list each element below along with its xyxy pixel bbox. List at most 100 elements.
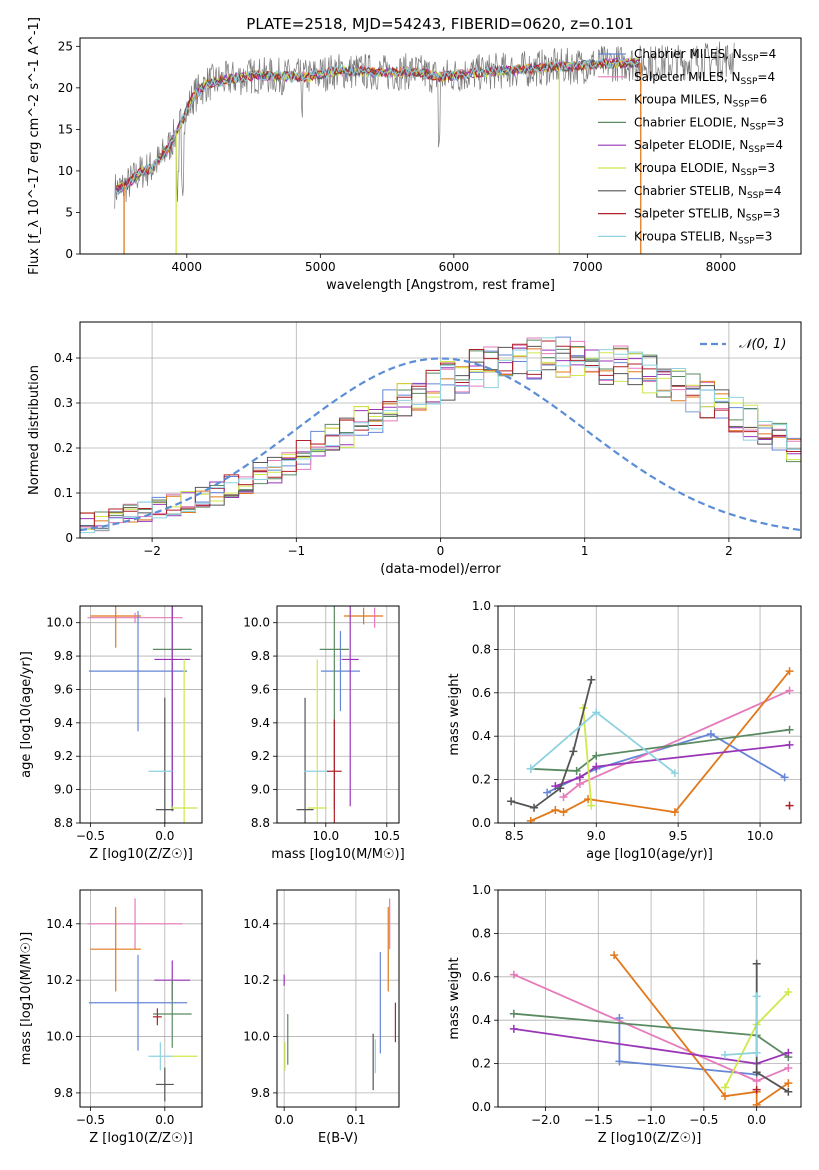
x-tick-label: 1	[581, 544, 589, 558]
plus-marker	[720, 1083, 729, 1092]
legend-subscript: SSP	[733, 100, 750, 110]
y-tick-label: 20	[58, 81, 73, 95]
legend-tail: =3	[766, 115, 784, 129]
plus-marker	[784, 1063, 793, 1072]
y-tick-label: 8.8	[54, 816, 73, 830]
y-tick-label: 9.8	[251, 1086, 270, 1100]
x-axis-label: mass [log10(M/M☉)]	[271, 847, 404, 862]
plot-area	[507, 667, 794, 823]
y-tick-label: 0	[65, 247, 73, 261]
x-tick-label: −0.5	[76, 1113, 105, 1127]
legend-subscript: SSP	[738, 236, 755, 246]
weight-line-kroupa-elodie	[582, 707, 593, 806]
x-tick-label: 0.0	[747, 1113, 766, 1127]
x-tick-label: 4000	[172, 260, 203, 274]
plot-area	[114, 41, 735, 254]
y-tick-label: 9.0	[54, 783, 73, 797]
y-tick-label: 9.2	[54, 749, 73, 763]
errorbar-point-chabrier-stelib	[155, 1067, 174, 1102]
y-tick-label: 9.4	[251, 716, 270, 730]
y-tick-label: 9.8	[54, 1086, 73, 1100]
plus-marker	[720, 1050, 729, 1059]
plus-marker	[752, 1048, 761, 1057]
y-axis-label: Normed distribution	[27, 365, 42, 495]
errorbar-point-kroupa-elodie	[170, 659, 198, 823]
legend-entry: Kroupa STELIB, NSSP=3	[634, 229, 772, 246]
plus-marker	[706, 730, 715, 739]
errorbar-point-kroupa-miles	[90, 606, 141, 648]
x-tick-label: 6000	[439, 260, 470, 274]
y-tick-label: 9.8	[251, 649, 270, 663]
plus-marker	[784, 1087, 793, 1096]
y-tick-label: 0	[65, 531, 73, 545]
legend-label: Kroupa MILES, N	[634, 93, 733, 107]
panel-spectrum: 4000 5000 6000 7000 8000 0 5 10 15 20 25 wavelength…	[27, 17, 802, 293]
errorbar-point-kroupa-elodie	[307, 659, 328, 823]
plus-marker	[784, 1048, 793, 1057]
y-tick-label: 10.0	[243, 616, 270, 630]
errorbar-point-chabrier-stelib	[296, 697, 314, 823]
errorbar-point-chabrier-stelib	[155, 697, 174, 823]
x-axis-label: Z [log10(Z/Z☉)]	[598, 1131, 702, 1146]
y-axis-label: mass weight	[447, 957, 462, 1039]
errorbar-point-chabrier-miles	[88, 954, 188, 1051]
plus-marker	[615, 1057, 624, 1066]
y-tick-label: 1.0	[472, 883, 491, 897]
plot-area	[509, 951, 793, 1107]
plus-marker	[780, 773, 789, 782]
errorbar-point-chabrier-miles	[88, 611, 188, 732]
y-tick-label: 8.8	[251, 816, 270, 830]
y-tick-label: 0.4	[54, 351, 73, 365]
axes-frame	[79, 321, 802, 539]
legend-subscript: SSP	[746, 214, 763, 224]
plus-marker	[785, 801, 794, 810]
y-tick-label: 15	[58, 122, 73, 136]
y-tick-label: 10.2	[46, 973, 73, 987]
x-tick-label: 9.5	[669, 829, 688, 843]
legend-entry: Salpeter STELIB, NSSP=3	[634, 207, 780, 224]
panel-weight-vs-age: 8.5 9.0 9.5 10.0 0.0 0.2 0.4 0.6 0.8 1.0 age [log1…	[447, 599, 802, 862]
y-tick-label: 0.2	[472, 1057, 491, 1071]
x-tick-label: −0.5	[76, 829, 105, 843]
y-tick-label: 10.4	[46, 917, 73, 931]
plus-marker	[752, 1100, 761, 1107]
x-axis-label: E(B-V)	[318, 1131, 358, 1146]
x-tick-label: 0	[437, 544, 445, 558]
y-tick-label: 25	[58, 39, 73, 53]
plus-marker	[509, 970, 518, 979]
plus-marker	[543, 788, 552, 797]
x-tick-label: 10.5	[373, 829, 400, 843]
plus-marker	[551, 805, 560, 814]
y-tick-label: 10.0	[243, 1030, 270, 1044]
y-tick-label: 10.0	[46, 1030, 73, 1044]
x-tick-label: 10.0	[747, 829, 774, 843]
y-tick-label: 9.6	[54, 682, 73, 696]
y-tick-label: 10.0	[46, 616, 73, 630]
plus-marker	[530, 803, 539, 812]
x-axis-label: wavelength [Angstrom, rest frame]	[326, 278, 555, 293]
plus-marker	[569, 747, 578, 756]
legend-tail: =4	[764, 184, 782, 198]
x-tick-label: −1.0	[637, 1113, 666, 1127]
axes-frame	[497, 605, 802, 824]
plus-marker	[572, 766, 581, 775]
y-tick-label: 0.3	[54, 396, 73, 410]
y-axis-label: age [log10(age/yr)]	[19, 651, 34, 778]
x-tick-label: 0.0	[275, 1113, 294, 1127]
legend-subscript: SSP	[741, 168, 758, 178]
y-tick-label: 0.4	[472, 1013, 491, 1027]
legend-tail: =3	[757, 161, 775, 175]
legend-label: Kroupa ELODIE, N	[634, 161, 741, 175]
x-tick-label: −2.0	[531, 1113, 560, 1127]
axes-frame	[276, 889, 400, 1108]
plus-marker	[670, 808, 679, 817]
x-tick-label: 2	[725, 544, 733, 558]
y-tick-label: 0.2	[472, 773, 491, 787]
legend-tail: =4	[757, 70, 775, 84]
errorbar-point-chabrier-elodie	[152, 980, 192, 1048]
legend-tail: =4	[759, 47, 777, 61]
plus-marker	[752, 1068, 761, 1077]
legend-label: Kroupa STELIB, N	[634, 229, 738, 243]
plus-marker	[752, 1085, 761, 1094]
weight-line-chabrier-elodie	[530, 728, 790, 772]
